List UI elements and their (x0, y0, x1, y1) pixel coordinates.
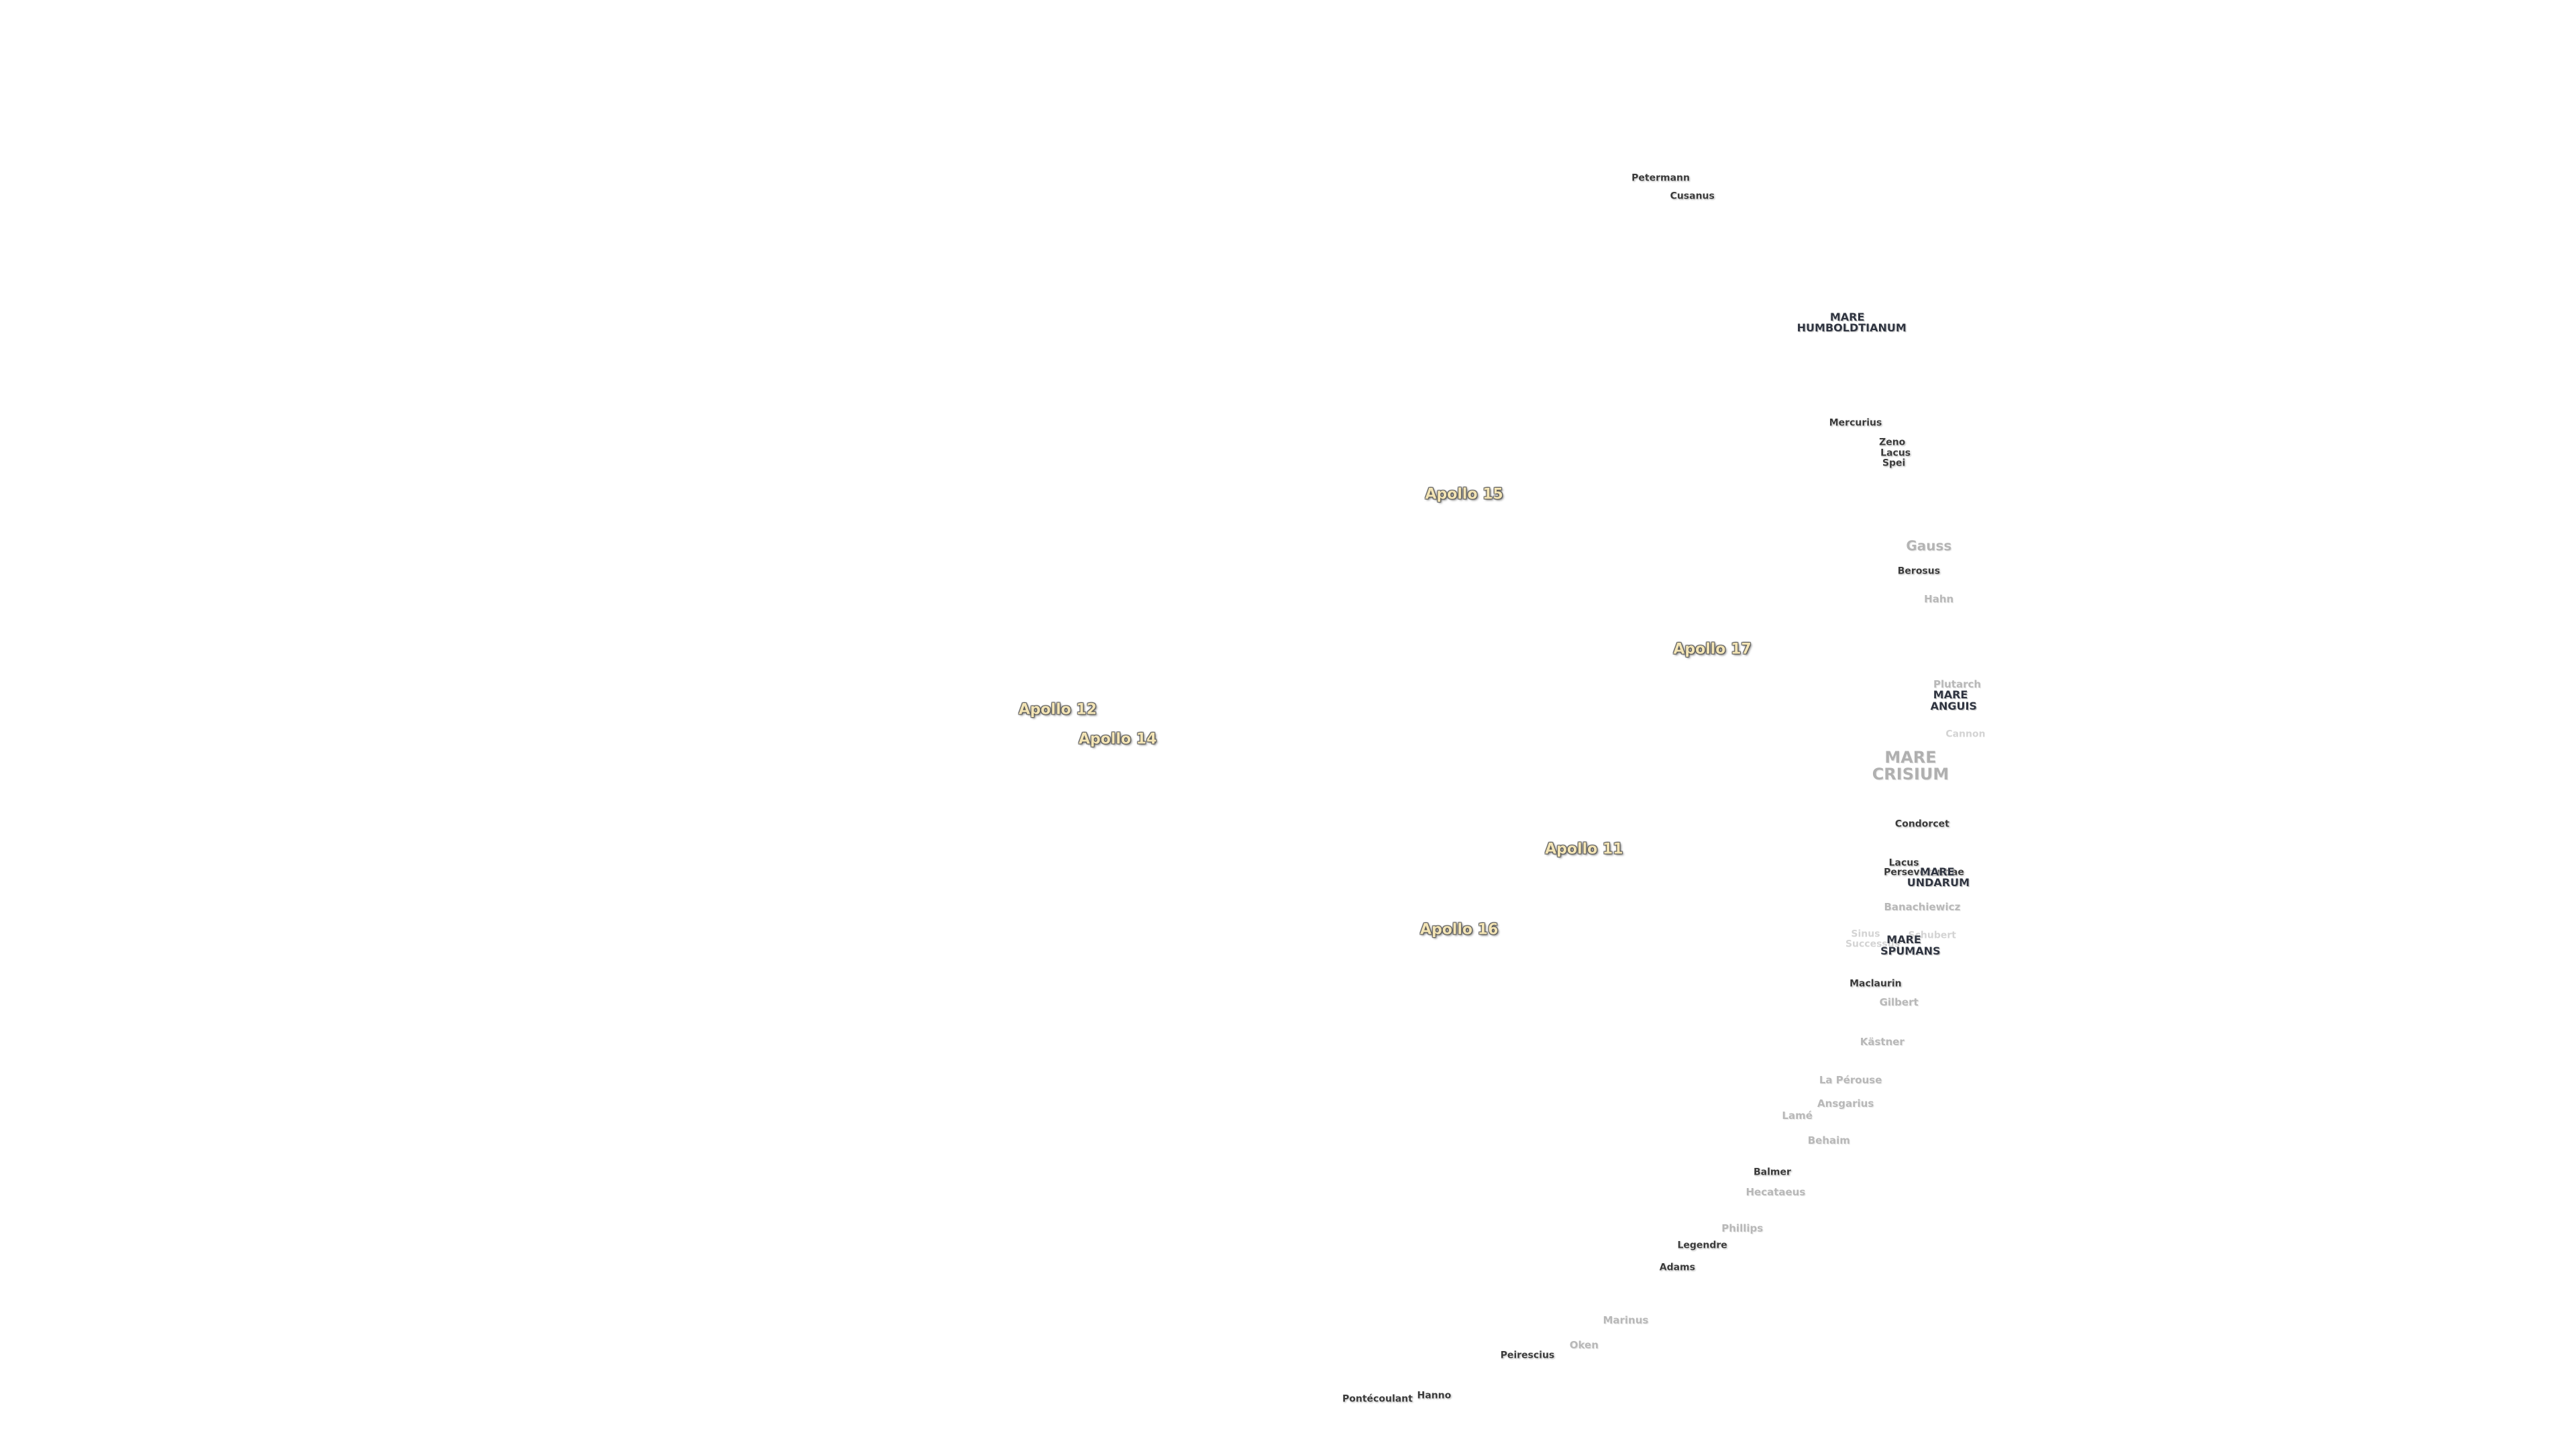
crater-label: Pontécoulant (1342, 1393, 1413, 1405)
mare-label: MARE ANGUIS (1930, 688, 1977, 713)
crater-label: Ansgarius (1817, 1097, 1874, 1110)
crater-label: Banachiewicz (1884, 901, 1961, 914)
crater-label: Peirescius (1500, 1350, 1555, 1361)
crater-label: Oken (1569, 1339, 1599, 1352)
crater-label: Lamé (1782, 1109, 1813, 1122)
crater-label: Berosus (1897, 566, 1941, 577)
crater-label: Cannon (1945, 729, 1986, 740)
crater-label: Sinus Successus (1845, 928, 1900, 950)
crater-label: Hanno (1417, 1390, 1452, 1401)
crater-label: La Pérouse (1819, 1074, 1882, 1087)
landing-site-label: Apollo 14 (1078, 731, 1157, 748)
crater-label: Gilbert (1879, 996, 1919, 1008)
crater-label: Zeno (1879, 437, 1906, 449)
crater-label: Hahn (1924, 593, 1954, 605)
crater-label: Legendre (1677, 1240, 1727, 1251)
landing-site-label: Apollo 17 (1673, 641, 1752, 658)
crater-label: Adams (1659, 1262, 1695, 1273)
landing-site-label: Apollo 15 (1425, 486, 1503, 503)
crater-label: Petermann (1631, 172, 1690, 184)
crater-label: Maclaurin (1849, 979, 1902, 990)
landing-site-label: Apollo 16 (1419, 920, 1499, 938)
crater-label: Mercurius (1829, 417, 1882, 429)
mare-label: MARE SPUMANS (1880, 933, 1941, 958)
crater-label: Cusanus (1670, 191, 1715, 202)
crater-label: Hecataeus (1746, 1185, 1806, 1198)
crater-label: Lacus Spei (1880, 447, 1911, 468)
mare-label: MARE UNDARUM (1907, 865, 1970, 890)
crater-label: Balmer (1753, 1167, 1791, 1178)
crater-label: Schubert (1908, 930, 1956, 942)
crater-label: Gauss (1906, 537, 1952, 554)
crater-label: Marinus (1603, 1314, 1649, 1327)
crater-label: Plutarch (1933, 678, 1982, 690)
crater-label: Kästner (1860, 1036, 1904, 1049)
crater-label: Behaim (1807, 1134, 1850, 1146)
crater-label: Condorcet (1894, 818, 1949, 830)
crater-label: Phillips (1721, 1222, 1764, 1235)
mare-label: MARE HUMBOLDTIANUM (1796, 310, 1907, 335)
mare-label: MARE CRISIUM (1872, 747, 1949, 784)
landing-site-label: Apollo 12 (1018, 701, 1097, 718)
landing-site-label: Apollo 11 (1545, 841, 1623, 858)
